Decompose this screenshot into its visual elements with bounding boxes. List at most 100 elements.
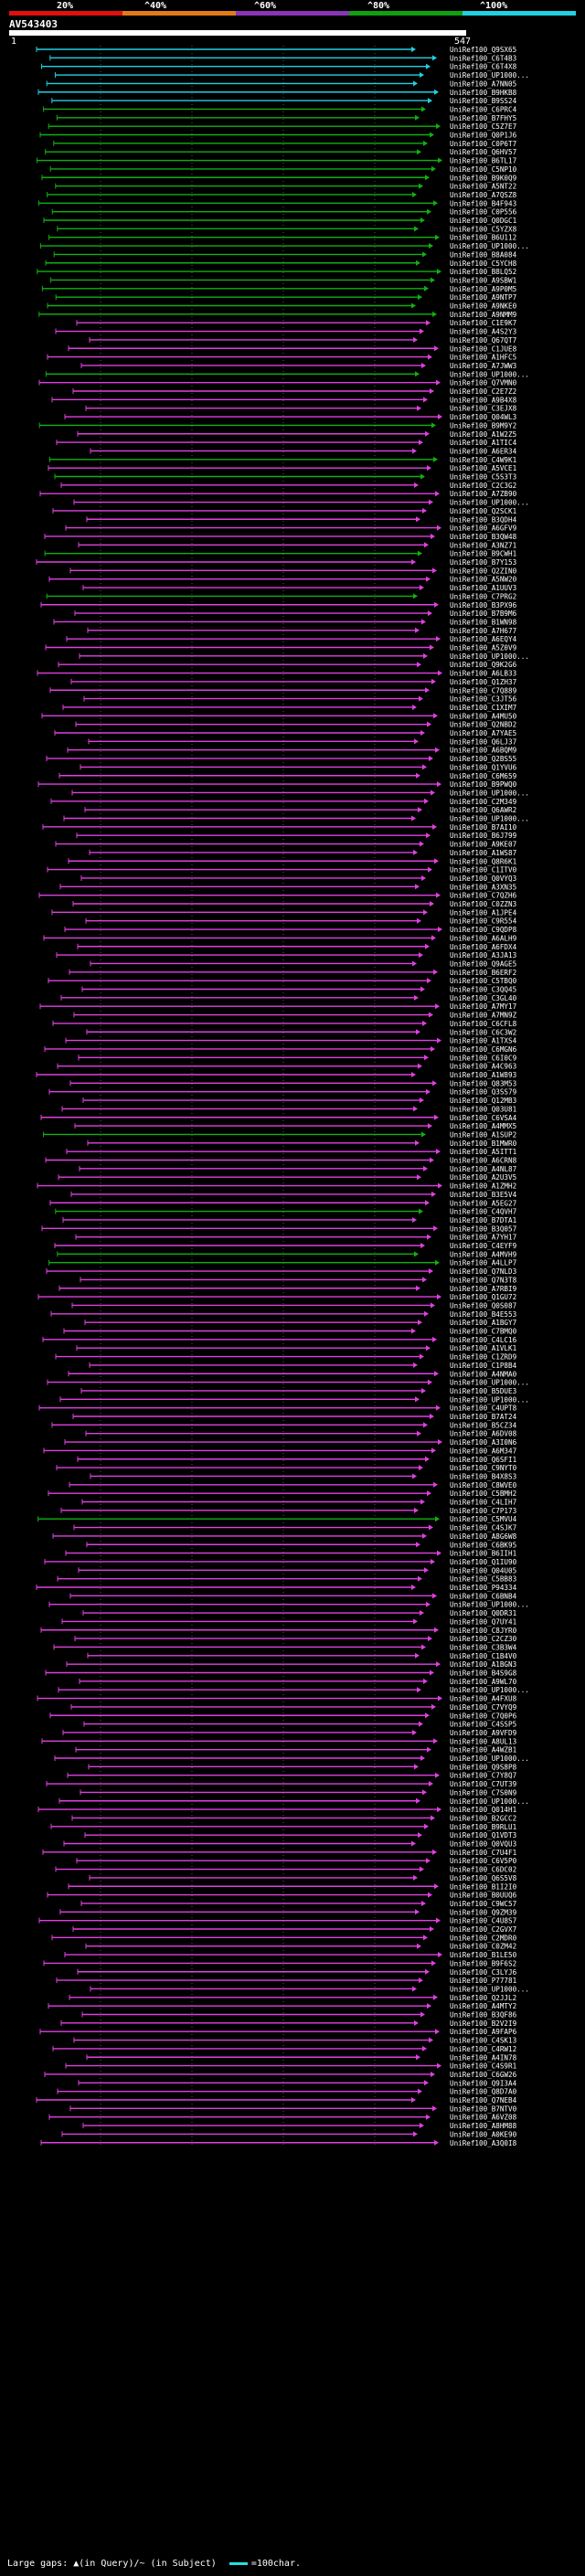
hit-row[interactable]: UniRef100_Q7NLD3 (46, 1267, 516, 1276)
hit-row[interactable]: UniRef100_C9WC57 (80, 1900, 516, 1908)
hit-row[interactable]: UniRef100_Q2ZIN0 (69, 567, 517, 575)
hit-row[interactable]: UniRef100_C1XIM7 (62, 704, 516, 712)
hit-label[interactable]: UniRef100_Q6S5V8 (450, 1874, 517, 1882)
hit-row[interactable]: UniRef100_C0P6T7 (53, 140, 516, 148)
hit-label[interactable]: UniRef100_B6TL17 (450, 157, 516, 165)
hit-label[interactable]: UniRef100_A6BQM9 (450, 747, 517, 755)
hit-row[interactable]: UniRef100_A3Q0I8 (40, 2139, 517, 2147)
hit-label[interactable]: UniRef100_Q6HV57 (450, 148, 516, 156)
hit-label[interactable]: UniRef100_C4W9K1 (450, 456, 517, 464)
hit-label[interactable]: UniRef100_A9KE07 (450, 841, 516, 849)
hit-row[interactable]: UniRef100_Q9I3A4 (78, 2079, 517, 2087)
hit-row[interactable]: UniRef100_B6U112 (48, 234, 517, 242)
hit-label[interactable]: UniRef100_B6J799 (450, 832, 517, 840)
hit-row[interactable]: UniRef100_C7Q0P6 (49, 1712, 517, 1720)
hit-row[interactable]: UniRef100_Q04WL3 (64, 413, 516, 421)
hit-row[interactable]: UniRef100_A8UL13 (41, 1737, 516, 1745)
hit-row[interactable]: UniRef100_A6ALH9 (43, 934, 517, 942)
hit-label[interactable]: UniRef100_C2M349 (450, 798, 517, 806)
hit-label[interactable]: UniRef100_C4LC16 (450, 1336, 517, 1344)
hit-label[interactable]: UniRef100_A7H677 (450, 627, 516, 635)
hit-row[interactable]: UniRef100_A1SUP2 (43, 1130, 517, 1139)
hit-label[interactable]: UniRef100_B9HKB8 (450, 89, 517, 97)
hit-label[interactable]: UniRef100_B8A084 (450, 250, 517, 259)
hit-label[interactable]: UniRef100_C0ZM42 (450, 1943, 516, 1951)
hit-row[interactable]: UniRef100_Q1YVU6 (80, 763, 517, 771)
hit-label[interactable]: UniRef100_C7S0N9 (450, 1788, 517, 1797)
hit-label[interactable]: UniRef100_C1B4V0 (450, 1652, 517, 1660)
hit-label[interactable]: UniRef100_C5TBQ0 (450, 977, 517, 985)
hit-label[interactable]: UniRef100_C8WVE0 (450, 1481, 517, 1489)
hit-label[interactable]: UniRef100_C1XIM7 (450, 704, 516, 712)
hit-label[interactable]: UniRef100_Q9I3A4 (450, 2079, 517, 2087)
hit-row[interactable]: UniRef100_A3JA13 (56, 951, 516, 959)
hit-label[interactable]: UniRef100_Q1IU90 (450, 1558, 517, 1566)
hit-label[interactable]: UniRef100_C6M659 (450, 772, 517, 780)
hit-row[interactable]: UniRef100_C6MGN6 (44, 1045, 517, 1054)
hit-label[interactable]: UniRef100_C6MGN6 (450, 1045, 517, 1054)
hit-row[interactable]: UniRef100_A6FDX4 (77, 943, 517, 951)
hit-label[interactable]: UniRef100_A9SBW1 (450, 276, 517, 284)
hit-row[interactable]: UniRef100_C4U8S7 (38, 1917, 516, 1925)
hit-label[interactable]: UniRef100_A4MMX5 (450, 1122, 516, 1130)
hit-row[interactable]: UniRef100_C4EYF9 (54, 1242, 517, 1250)
hit-row[interactable]: UniRef100_Q2NBD2 (75, 721, 516, 729)
hit-row[interactable]: UniRef100_C3LYJ6 (77, 1968, 517, 1977)
hit-label[interactable]: UniRef100_B3QF86 (450, 2011, 517, 2019)
hit-row[interactable]: UniRef100_Q6S5V8 (89, 1874, 517, 1882)
hit-row[interactable]: UniRef100_A7H677 (87, 627, 516, 635)
hit-label[interactable]: UniRef100_A7QSZ8 (450, 191, 517, 199)
hit-row[interactable]: UniRef100_C9NYT0 (56, 1464, 517, 1472)
hit-label[interactable]: UniRef100_C4SJK7 (450, 1524, 516, 1532)
hit-row[interactable]: UniRef100_Q03U81 (61, 1105, 517, 1113)
hit-row[interactable]: UniRef100_A1HFC5 (47, 354, 516, 362)
hit-row[interactable]: UniRef100_UP1000... (48, 1601, 529, 1609)
hit-label[interactable]: UniRef100_A9NMM9 (450, 311, 517, 319)
hit-label[interactable]: UniRef100_A8HM88 (450, 2122, 517, 2130)
hit-label[interactable]: UniRef100_C5MVU4 (450, 1515, 517, 1523)
hit-label[interactable]: UniRef100_P77781 (450, 1977, 517, 1985)
hit-row[interactable]: UniRef100_B9RLU1 (50, 1823, 517, 1831)
hit-row[interactable]: UniRef100_C5Z7E7 (48, 122, 516, 131)
hit-row[interactable]: UniRef100_A6LB33 (37, 670, 516, 678)
hit-label[interactable]: UniRef100_C5Z7E7 (450, 122, 516, 131)
hit-label[interactable]: UniRef100_Q03U81 (450, 1105, 517, 1113)
hit-label[interactable]: UniRef100_B1WN98 (450, 618, 517, 626)
hit-label[interactable]: UniRef100_Q2SCK1 (450, 507, 517, 515)
hit-row[interactable]: UniRef100_A5VCE1 (48, 464, 517, 472)
hit-label[interactable]: UniRef100_Q1ZH37 (450, 678, 516, 686)
hit-row[interactable]: UniRef100_C2M349 (50, 798, 517, 806)
hit-row[interactable]: UniRef100_B2GCC2 (71, 1814, 516, 1822)
hit-label[interactable]: UniRef100_C1E9K7 (450, 319, 516, 327)
hit-label[interactable]: UniRef100_A4MTY2 (450, 2002, 516, 2010)
hit-label[interactable]: UniRef100_UP1000... (450, 1601, 529, 1609)
hit-label[interactable]: UniRef100_C1ZRD9 (450, 1353, 517, 1362)
hit-label[interactable]: UniRef100_C6C3W2 (450, 1028, 516, 1036)
hit-label[interactable]: UniRef100_Q0VYQ3 (450, 875, 516, 883)
hit-label[interactable]: UniRef100_A9VFD9 (450, 1729, 517, 1737)
hit-row[interactable]: UniRef100_C2MDR0 (51, 1934, 517, 1942)
hit-row[interactable]: UniRef100_C4SSP5 (83, 1721, 516, 1729)
hit-row[interactable]: UniRef100_C3B3W4 (53, 1643, 517, 1651)
hit-label[interactable]: UniRef100_C9QDP8 (450, 926, 517, 934)
hit-label[interactable]: UniRef100_A7MN9Z (450, 1012, 517, 1020)
hit-row[interactable]: UniRef100_A9VFD9 (62, 1729, 517, 1737)
hit-row[interactable]: UniRef100_Q9K2G6 (58, 661, 517, 669)
hit-label[interactable]: UniRef100_B5CZ34 (450, 1421, 517, 1429)
hit-row[interactable]: UniRef100_C0P556 (51, 208, 517, 217)
hit-label[interactable]: UniRef100_C4SSP5 (450, 1721, 516, 1729)
hit-row[interactable]: UniRef100_C6T4B3 (49, 54, 516, 62)
hit-label[interactable]: UniRef100_C6V5P0 (450, 1857, 517, 1865)
hit-label[interactable]: UniRef100_A6ALH9 (450, 934, 517, 942)
hit-label[interactable]: UniRef100_C1P8B4 (450, 1362, 517, 1370)
hit-label[interactable]: UniRef100_A6FDX4 (450, 943, 517, 951)
hit-row[interactable]: UniRef100_B1WN98 (53, 618, 517, 626)
hit-label[interactable]: UniRef100_C3B3W4 (450, 1643, 517, 1651)
hit-row[interactable]: UniRef100_Q04U05 (78, 1566, 516, 1574)
hit-row[interactable]: UniRef100_UP1000... (71, 789, 529, 797)
hit-label[interactable]: UniRef100_B4X8S3 (450, 1472, 516, 1480)
hit-label[interactable]: UniRef100_A4C963 (450, 1063, 516, 1071)
hit-row[interactable]: UniRef100_B3QF86 (81, 2011, 517, 2019)
hit-label[interactable]: UniRef100_Q2BS55 (450, 755, 516, 763)
hit-row[interactable]: UniRef100_C4QVH7 (55, 1208, 516, 1216)
